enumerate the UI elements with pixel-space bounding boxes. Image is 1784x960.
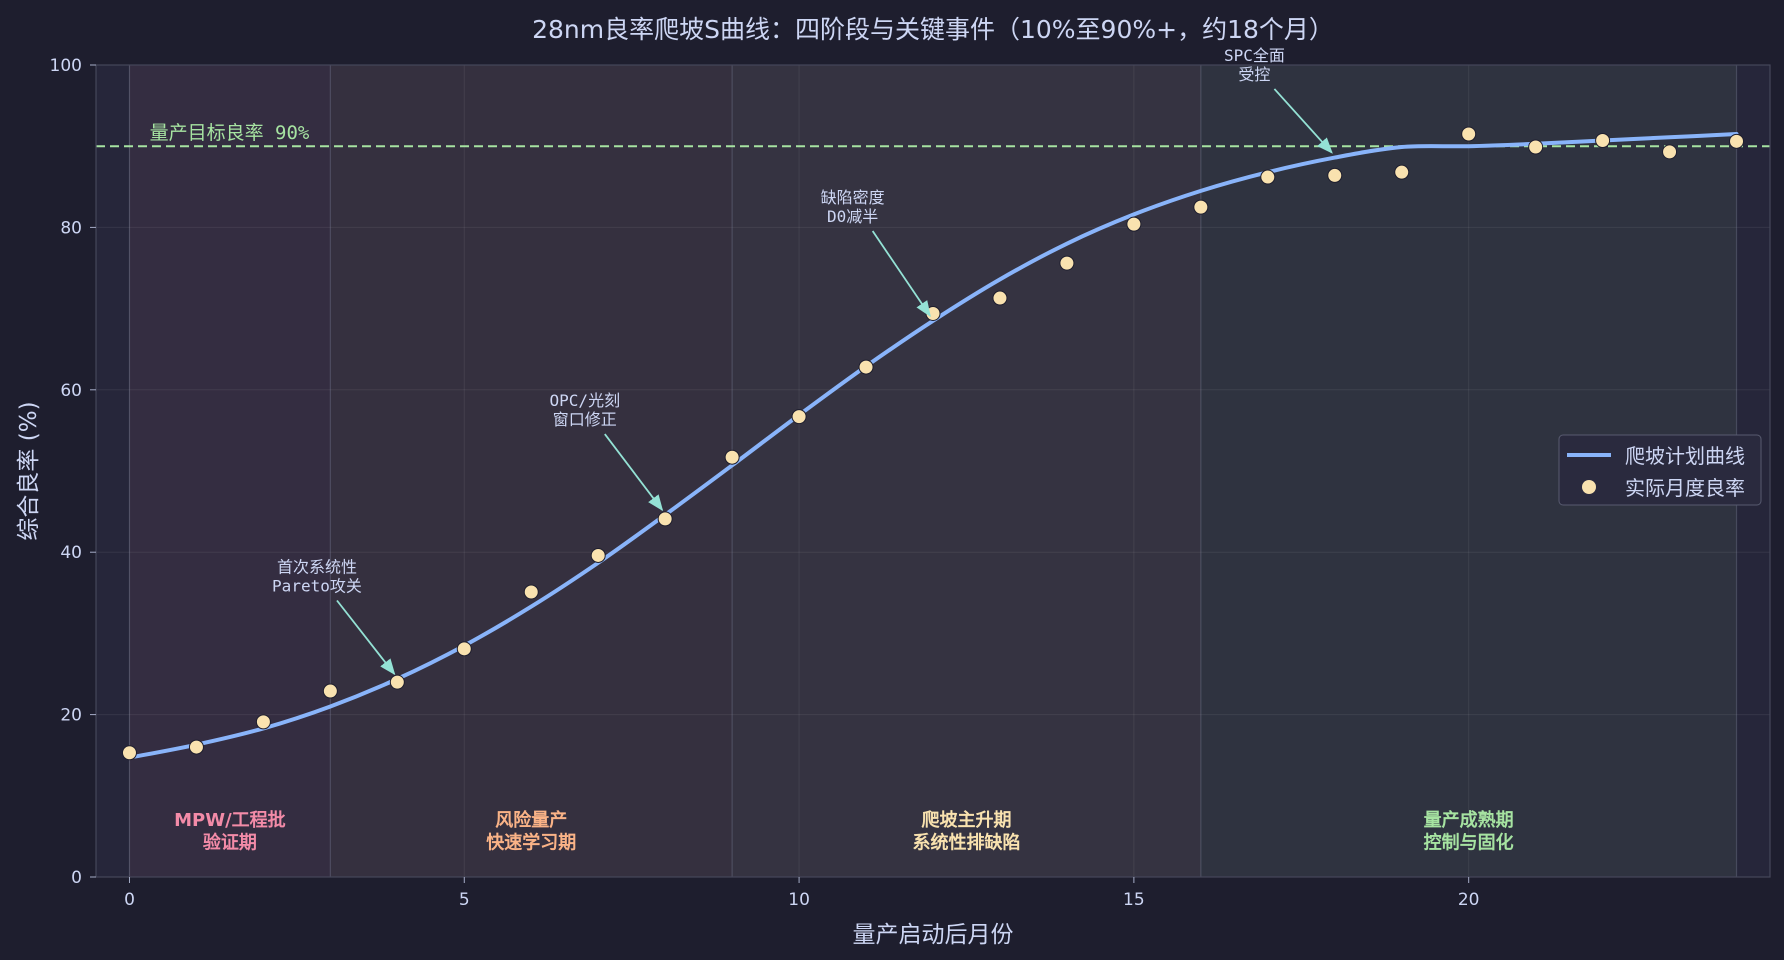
legend-box <box>1558 434 1762 506</box>
actual-yield-point <box>121 745 137 761</box>
phase-label-1-line2: 验证期 <box>203 832 257 854</box>
chart-title: 28nm良率爬坡S曲线：四阶段与关键事件（10%至90%+，约18个月） <box>532 15 1334 44</box>
annotation-label-1-line1: 首次系统性 <box>277 558 357 577</box>
phase-label-2-line1: 风险量产 <box>495 809 567 831</box>
y-tick-label: 60 <box>60 381 82 401</box>
actual-yield-point <box>322 683 338 699</box>
y-tick-label: 100 <box>50 56 82 76</box>
x-tick-label: 20 <box>1458 890 1480 910</box>
y-tick-label: 80 <box>60 218 82 238</box>
target-yield-label: 量产目标良率 90% <box>150 122 310 144</box>
phase-label-4-line2: 控制与固化 <box>1424 832 1514 854</box>
phase-region-1 <box>129 65 331 877</box>
actual-yield-point <box>1595 133 1611 149</box>
actual-yield-point <box>389 674 405 690</box>
annotation-arrow-3 <box>871 230 931 318</box>
annotation-arrow-4 <box>1273 88 1333 154</box>
phase-label-3-line2: 系统性排缺陷 <box>912 832 1020 854</box>
actual-yield-point <box>1059 255 1075 271</box>
x-axis-label: 量产启动后月份 <box>853 922 1014 948</box>
actual-yield-point <box>724 449 740 465</box>
phase-label-3-line1: 爬坡主升期 <box>921 809 1011 831</box>
actual-points-group <box>121 126 1745 761</box>
actual-yield-point <box>992 290 1008 306</box>
actual-yield-point <box>1729 133 1745 149</box>
actual-yield-point <box>1394 164 1410 180</box>
actual-yield-point <box>1260 169 1276 185</box>
phase-label-1-line1: MPW/工程批 <box>174 809 286 831</box>
annotation-label-1-line2: Pareto攻关 <box>272 577 362 596</box>
phase-label-2-line2: 快速学习期 <box>486 832 576 854</box>
actual-yield-point <box>1662 144 1678 160</box>
y-axis-label: 综合良率 (%) <box>16 401 42 540</box>
y-tick-label: 40 <box>60 543 82 563</box>
actual-yield-point <box>523 584 539 600</box>
target-line-group: 量产目标良率 90% <box>96 122 1770 148</box>
legend-label-plan: 爬坡计划曲线 <box>1625 444 1745 468</box>
annotation-label-4-line2: 受控 <box>1238 65 1270 84</box>
annotation-arrow-1 <box>336 599 396 676</box>
actual-yield-point <box>1193 199 1209 215</box>
annotation-label-2-line1: OPC/光刻 <box>550 391 621 410</box>
actual-yield-point <box>1327 167 1343 183</box>
y-tick-label: 20 <box>60 706 82 726</box>
annotation-label-3-line1: 缺陷密度 <box>821 188 885 207</box>
actual-yield-point <box>590 547 606 563</box>
actual-yield-point <box>1461 126 1477 142</box>
actual-yield-point <box>1126 216 1142 232</box>
actual-yield-point <box>188 739 204 755</box>
legend-point-swatch <box>1582 480 1596 494</box>
x-tick-label: 0 <box>124 890 135 910</box>
x-tick-label: 15 <box>1123 890 1145 910</box>
actual-yield-point <box>255 714 271 730</box>
plot-frame <box>95 64 1771 878</box>
axis-ticks: 0 5 10 15 20 0 20 40 60 80 100 <box>50 56 1480 910</box>
y-tick-label: 0 <box>71 868 82 888</box>
actual-yield-point <box>791 409 807 425</box>
actual-yield-point <box>657 511 673 527</box>
annotation-arrow-2 <box>604 433 664 512</box>
actual-yield-point <box>456 641 472 657</box>
x-tick-label: 5 <box>459 890 470 910</box>
x-tick-label: 10 <box>788 890 810 910</box>
phase-label-4-line1: 量产成熟期 <box>1424 809 1514 831</box>
annotation-label-2-line2: 窗口修正 <box>553 410 617 429</box>
legend-label-actual: 实际月度良率 <box>1625 476 1745 500</box>
plot-area <box>96 65 1770 877</box>
annotation-label-4-line1: SPC全面 <box>1224 46 1285 65</box>
phase-region-2 <box>330 65 733 877</box>
annotation-label-3-line2: D0减半 <box>827 207 878 226</box>
actual-yield-point <box>858 359 874 375</box>
actual-yield-point <box>1528 139 1544 155</box>
phase-region-3 <box>732 65 1201 877</box>
